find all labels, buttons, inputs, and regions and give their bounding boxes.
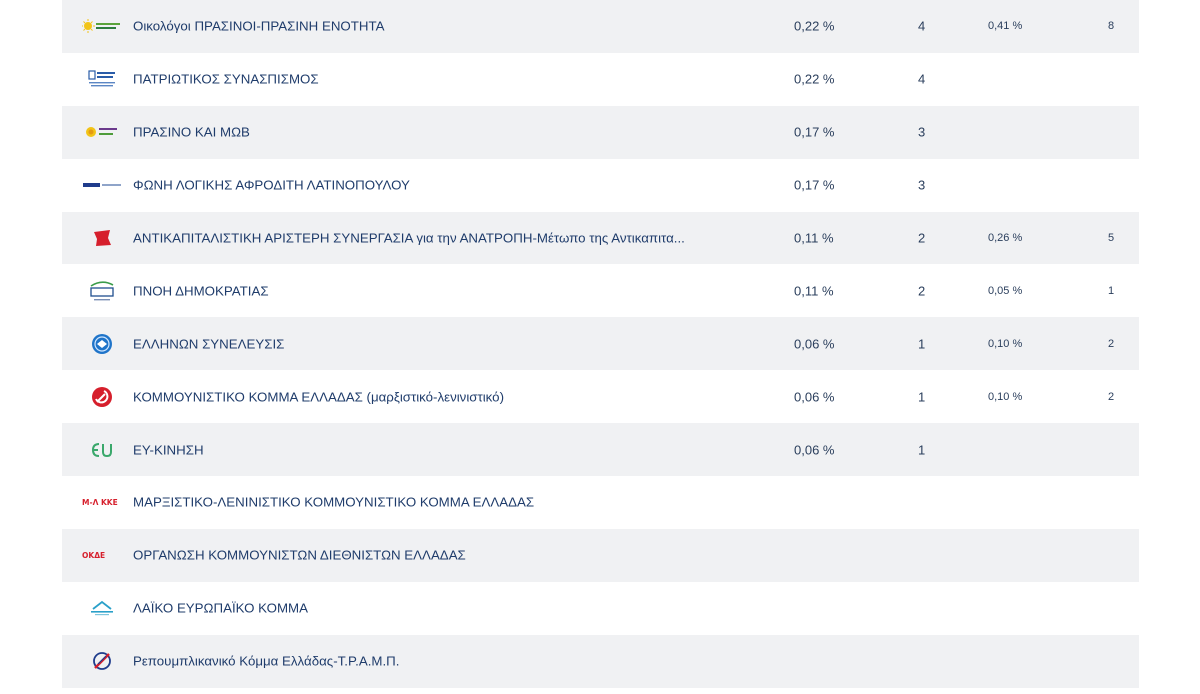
seats-count: 3 — [918, 177, 926, 193]
red-flag-logo-icon — [82, 227, 122, 249]
previous-seats-count: 5 — [1108, 232, 1115, 244]
party-name[interactable]: ΕΥ-ΚΙΝΗΣΗ — [133, 442, 204, 458]
party-name[interactable]: ΑΝΤΙΚΑΠΙΤΑΛΙΣΤΙΚΗ ΑΡΙΣΤΕΡΗ ΣΥΝΕΡΓΑΣΙΑ γι… — [133, 230, 685, 246]
green-purple-logo-icon — [82, 121, 122, 143]
table-row[interactable]: Μ-Λ ΚΚΕ ΜΑΡΞΙΣΤΙΚΟ-ΛΕΝΙΝΙΣΤΙΚΟ ΚΟΜΜΟΥΝΙΣ… — [62, 476, 1139, 529]
party-name[interactable]: Ρεπουμπλικανικό Κόμμα Ελλάδας-Τ.Ρ.Α.Μ.Π. — [133, 653, 400, 669]
vote-percentage: 0,06 % — [794, 389, 835, 405]
previous-seats-count: 2 — [1108, 390, 1115, 403]
results-table: Οικολόγοι ΠΡΑΣΙΝΟΙ-ΠΡΑΣΙΝΗ ΕΝΟΤΗΤΑ 0,22 … — [62, 0, 1139, 688]
seats-count: 4 — [918, 18, 926, 34]
seats-count: 1 — [918, 442, 926, 458]
vote-percentage: 0,22 % — [794, 71, 835, 87]
seats-count: 4 — [918, 71, 926, 87]
table-row[interactable]: ΕΛΛΗΝΩΝ ΣΥΝΕΛΕΥΣΙΣ 0,06 % 1 0,10 % 2 — [62, 317, 1139, 371]
party-name[interactable]: ΟΡΓΑΝΩΣΗ ΚΟΜΜΟΥΝΙΣΤΩΝ ΔΙΕΘΝΙΣΤΩΝ ΕΛΛΑΔΑΣ — [133, 547, 466, 563]
table-row[interactable]: ΦΩΝΗ ΛΟΓΙΚΗΣ ΑΦΡΟΔΙΤΗ ΛΑΤΙΝΟΠΟΥΛΟΥ 0,17 … — [62, 159, 1139, 212]
party-name[interactable]: ΠΡΑΣΙΝΟ ΚΑΙ ΜΩΒ — [133, 124, 250, 140]
party-name[interactable]: Οικολόγοι ΠΡΑΣΙΝΟΙ-ΠΡΑΣΙΝΗ ΕΝΟΤΗΤΑ — [133, 18, 385, 34]
previous-seats-count: 8 — [1108, 20, 1115, 33]
previous-seats-count: 2 — [1108, 337, 1115, 350]
table-row[interactable]: ΑΝΤΙΚΑΠΙΤΑΛΙΣΤΙΚΗ ΑΡΙΣΤΕΡΗ ΣΥΝΕΡΓΑΣΙΑ γι… — [62, 211, 1139, 265]
party-name[interactable]: ΠΝΟΗ ΔΗΜΟΚΡΑΤΙΑΣ — [133, 283, 269, 299]
party-name[interactable]: ΜΑΡΞΙΣΤΙΚΟ-ΛΕΝΙΝΙΣΤΙΚΟ ΚΟΜΜΟΥΝΙΣΤΙΚΟ ΚΟΜ… — [133, 494, 535, 510]
table-row[interactable]: ΛΑΪΚΟ ΕΥΡΩΠΑΪΚΟ ΚΟΜΜΑ — [62, 582, 1139, 635]
popular-european-logo-icon — [82, 597, 122, 619]
table-row[interactable]: ΠΑΤΡΙΩΤΙΚΟΣ ΣΥΝΑΣΠΙΣΜΟΣ 0,22 % 4 — [62, 53, 1139, 106]
sun-green-logo-icon — [82, 15, 122, 37]
table-row[interactable]: Οικολόγοι ΠΡΑΣΙΝΟΙ-ΠΡΑΣΙΝΗ ΕΝΟΤΗΤΑ 0,22 … — [62, 0, 1139, 53]
table-row[interactable]: Ρεπουμπλικανικό Κόμμα Ελλάδας-Τ.Ρ.Α.Μ.Π. — [62, 634, 1139, 688]
ml-kke-logo-icon: Μ-Λ ΚΚΕ — [82, 491, 122, 513]
previous-vote-percentage: 0,10 % — [988, 390, 1023, 403]
vote-percentage: 0,17 % — [794, 124, 835, 140]
previous-seats-count: 1 — [1108, 284, 1115, 297]
seats-count: 2 — [918, 230, 926, 246]
vote-percentage: 0,11 % — [794, 283, 834, 299]
eu-logo-icon — [82, 439, 122, 461]
republican-logo-icon — [82, 650, 122, 672]
previous-vote-percentage: 0,41 % — [988, 20, 1023, 33]
table-row[interactable]: ΠΝΟΗ ΔΗΜΟΚΡΑΤΙΑΣ 0,11 % 2 0,05 % 1 — [62, 264, 1139, 317]
seats-count: 2 — [918, 283, 926, 299]
seats-count: 1 — [918, 389, 926, 405]
table-row[interactable]: ΕΥ-ΚΙΝΗΣΗ 0,06 % 1 — [62, 423, 1139, 477]
vote-percentage: 0,22 % — [794, 18, 835, 34]
vote-percentage: 0,06 % — [794, 442, 835, 458]
svg-text:ΟΚΔΕ: ΟΚΔΕ — [82, 551, 105, 560]
vote-percentage: 0,06 % — [794, 336, 835, 352]
pnoi-logo-icon — [82, 280, 122, 302]
previous-vote-percentage: 0,10 % — [988, 337, 1023, 350]
party-name[interactable]: ΦΩΝΗ ΛΟΓΙΚΗΣ ΑΦΡΟΔΙΤΗ ΛΑΤΙΝΟΠΟΥΛΟΥ — [133, 177, 410, 193]
seats-count: 3 — [918, 124, 926, 140]
table-row[interactable]: ΚΟΜΜΟΥΝΙΣΤΙΚΟ ΚΟΜΜΑ ΕΛΛΑΔΑΣ (μαρξιστικό-… — [62, 370, 1139, 423]
previous-vote-percentage: 0,05 % — [988, 284, 1023, 297]
svg-text:Μ-Λ ΚΚΕ: Μ-Λ ΚΚΕ — [82, 498, 118, 507]
hammer-sickle-logo-icon — [82, 386, 122, 408]
okde-logo-icon: ΟΚΔΕ — [82, 544, 122, 566]
party-name[interactable]: ΛΑΪΚΟ ΕΥΡΩΠΑΪΚΟ ΚΟΜΜΑ — [133, 600, 308, 616]
blue-circle-logo-icon — [82, 333, 122, 355]
party-name[interactable]: ΚΟΜΜΟΥΝΙΣΤΙΚΟ ΚΟΜΜΑ ΕΛΛΑΔΑΣ (μαρξιστικό-… — [133, 389, 504, 405]
vote-percentage: 0,17 % — [794, 177, 835, 193]
table-row[interactable]: ΠΡΑΣΙΝΟ ΚΑΙ ΜΩΒ 0,17 % 3 — [62, 105, 1139, 159]
voice-of-reason-logo-icon — [82, 174, 122, 196]
patriotic-coalition-logo-icon — [82, 68, 122, 90]
vote-percentage: 0,11 % — [794, 230, 834, 246]
party-name[interactable]: ΕΛΛΗΝΩΝ ΣΥΝΕΛΕΥΣΙΣ — [133, 336, 285, 352]
party-name[interactable]: ΠΑΤΡΙΩΤΙΚΟΣ ΣΥΝΑΣΠΙΣΜΟΣ — [133, 71, 319, 87]
seats-count: 1 — [918, 336, 926, 352]
table-row[interactable]: ΟΚΔΕ ΟΡΓΑΝΩΣΗ ΚΟΜΜΟΥΝΙΣΤΩΝ ΔΙΕΘΝΙΣΤΩΝ ΕΛ… — [62, 528, 1139, 582]
previous-vote-percentage: 0,26 % — [988, 232, 1023, 244]
